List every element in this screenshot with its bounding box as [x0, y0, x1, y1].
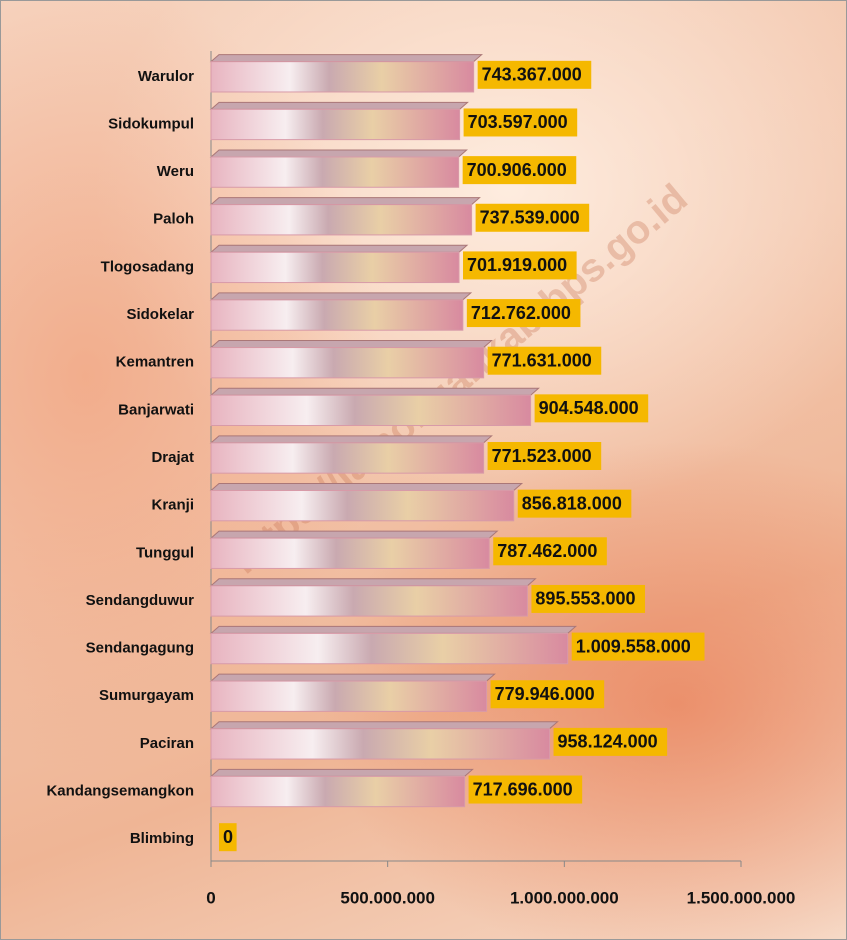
bar [210, 156, 460, 188]
value-label-box [219, 823, 237, 852]
bar [210, 442, 485, 474]
bar [210, 728, 551, 760]
bar-top [209, 197, 481, 206]
category-label: Sidokumpul [108, 115, 194, 132]
value-label: 703.597.000 [468, 112, 568, 132]
x-tick-label: 1.500.000.000 [687, 888, 796, 907]
value-label-box [487, 442, 602, 470]
value-label: 787.462.000 [497, 541, 597, 561]
x-tick-label: 0 [206, 888, 215, 907]
value-label-box [466, 299, 581, 328]
x-tick-label: 500.000.000 [340, 888, 435, 907]
bar [210, 108, 461, 141]
value-label: 771.631.000 [492, 350, 592, 370]
category-label: Banjarwati [118, 401, 194, 418]
category-label: Tunggul [136, 544, 194, 561]
category-label: Sumurgayam [99, 687, 194, 704]
bar-top [209, 340, 493, 349]
bar-top [209, 101, 469, 110]
category-label: Weru [157, 163, 194, 180]
bar [210, 61, 475, 93]
bar-top [209, 482, 524, 491]
value-label-box [517, 489, 632, 518]
value-label: 717.696.000 [473, 779, 573, 799]
bar [210, 489, 515, 522]
value-label-box [477, 60, 592, 89]
category-label: Sendangagung [86, 640, 194, 657]
value-label-box [571, 632, 705, 661]
category-label: Kranji [151, 497, 194, 514]
bar [210, 394, 532, 427]
value-label: 737.539.000 [480, 208, 580, 228]
value-label-box [531, 584, 646, 613]
value-label-box [463, 108, 578, 137]
value-label: 958.124.000 [558, 732, 658, 752]
category-label: Sidokelar [126, 306, 194, 323]
bar [210, 585, 528, 617]
category-label: Tlogosadang [101, 258, 194, 275]
value-label-box [534, 394, 649, 423]
bar [210, 299, 464, 331]
bar [210, 632, 569, 665]
category-label: Kemantren [116, 354, 194, 371]
bar-top [209, 244, 469, 253]
value-label-box [463, 251, 577, 280]
bar [210, 537, 490, 569]
value-label-box [475, 203, 590, 232]
value-label: 701.919.000 [467, 255, 567, 275]
category-label: Paciran [140, 735, 194, 752]
bar-top [209, 578, 537, 587]
value-label-box [462, 156, 577, 185]
value-label-box [553, 727, 668, 756]
bar-top [209, 149, 468, 158]
bar-top [209, 530, 499, 539]
bar-top [209, 435, 493, 444]
value-label-box [487, 346, 602, 375]
value-label: 700.906.000 [467, 160, 567, 180]
value-label: 743.367.000 [482, 65, 582, 85]
bar-top [209, 54, 483, 63]
bar [210, 251, 460, 284]
value-label-box [490, 680, 605, 709]
value-label: 1.009.558.000 [576, 636, 691, 656]
bar [210, 680, 488, 712]
bar-top [209, 768, 474, 777]
bar [210, 775, 466, 808]
category-label: Paloh [153, 211, 194, 228]
category-label: Warulor [138, 68, 194, 85]
category-label: Kandangsemangkon [46, 782, 194, 799]
bar-top [209, 387, 540, 396]
category-label: Blimbing [130, 830, 194, 847]
watermark: https://lamongankab.bps.go.id [223, 176, 696, 583]
bar-top [209, 625, 578, 634]
value-label: 779.946.000 [495, 684, 595, 704]
value-label: 856.818.000 [522, 493, 622, 513]
bar-top [209, 673, 496, 682]
bar [210, 204, 473, 236]
bar-top [209, 292, 473, 301]
value-label: 771.523.000 [492, 446, 592, 466]
value-label: 895.553.000 [535, 589, 635, 609]
value-label: 904.548.000 [539, 398, 639, 418]
category-label: Sendangduwur [86, 592, 194, 609]
value-label-box [468, 775, 583, 804]
category-label: Drajat [151, 449, 194, 466]
value-label: 712.762.000 [471, 303, 571, 323]
x-tick-label: 1.000.000.000 [510, 888, 619, 907]
value-label: 0 [223, 827, 233, 847]
bar [210, 347, 485, 379]
bar-top [209, 721, 559, 730]
value-label-box [493, 537, 607, 566]
